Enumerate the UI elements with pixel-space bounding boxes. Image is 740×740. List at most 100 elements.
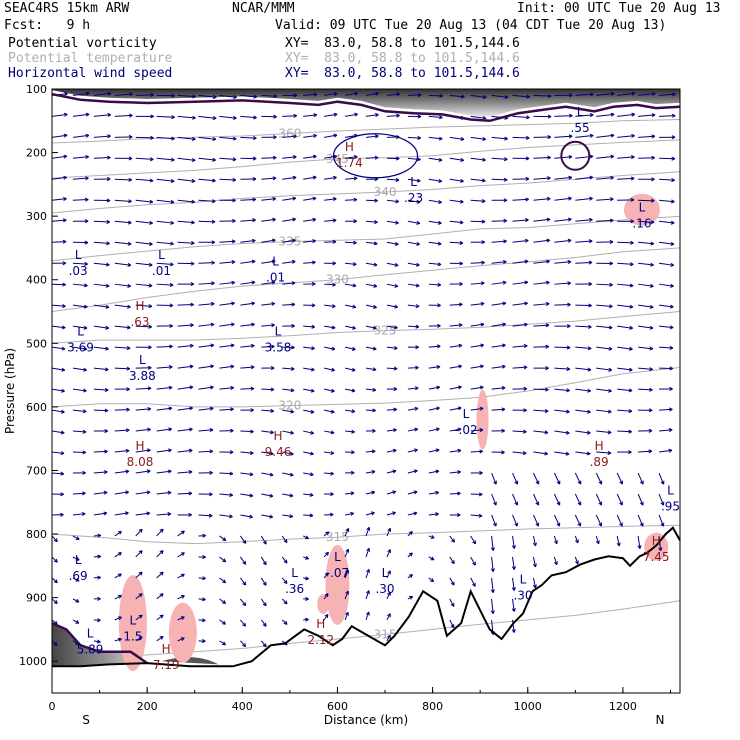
wind-arrow [617, 91, 636, 96]
wind-arrow [198, 94, 217, 99]
wind-arrow [282, 259, 296, 264]
wind-arrow [449, 136, 465, 141]
wind-arrow [198, 136, 217, 142]
pv-low-contour [52, 621, 148, 665]
wind-arrow [303, 113, 318, 118]
extremum-label: L .01 [152, 248, 171, 278]
wind-arrow [303, 617, 309, 622]
extremum-value: 1.5 [123, 630, 142, 644]
wind-arrow [553, 556, 558, 566]
wind-arrow [240, 343, 255, 348]
wind-arrow [386, 549, 391, 558]
wind-arrow [659, 156, 676, 161]
wind-arrow [575, 133, 594, 138]
wind-arrow [532, 556, 537, 568]
wind-arrow [386, 613, 391, 621]
wind-arrow [407, 511, 418, 516]
wind-arrow [303, 513, 314, 518]
wind-arrow [617, 367, 633, 372]
wind-arrow [533, 155, 551, 160]
wind-arrow [386, 241, 399, 246]
x-axis-label: Distance (km) [324, 713, 408, 727]
wind-arrow [365, 304, 377, 309]
wind-arrow [177, 616, 185, 621]
wind-arrow [135, 283, 153, 288]
wind-arrow [281, 556, 288, 564]
wind-arrow [449, 577, 455, 586]
wind-arrow [72, 346, 88, 351]
wind-arrow [303, 303, 316, 308]
wind-arrow [52, 492, 64, 497]
wind-arrow [658, 262, 675, 267]
wind-arrow [386, 448, 397, 453]
wind-arrow [345, 470, 355, 475]
wind-arrow [554, 196, 572, 201]
wind-arrow [428, 535, 435, 539]
wind-arrow [72, 491, 86, 496]
wind-arrow [512, 94, 530, 99]
wind-arrow [512, 176, 530, 181]
wind-arrow [135, 92, 154, 97]
wind-arrow [93, 283, 110, 288]
wind-arrow [386, 469, 397, 474]
wind-arrow [659, 113, 676, 118]
wind-arrow [679, 473, 680, 475]
extremum-label: L .23 [404, 175, 423, 205]
extremum-letter: L [520, 572, 527, 586]
extrema-labels: L .03 L .01 L .01 H .63 L 3.69 L 3.58 L 3.88 L -.02 H 8.0… [67, 105, 680, 672]
wind-arrow [428, 490, 440, 495]
wind-arrow [407, 448, 418, 453]
wind-arrow [512, 493, 519, 506]
wind-arrow [554, 388, 570, 393]
wind-arrow [303, 430, 315, 435]
theta-contour-label: 320 [278, 399, 301, 413]
wind-arrow [449, 178, 464, 183]
wind-arrow [198, 618, 206, 623]
extremum-label: L .03 [69, 248, 88, 278]
wind-arrow [407, 324, 420, 329]
wind-arrow [365, 134, 379, 139]
wind-arrow [135, 262, 153, 267]
wind-arrow [303, 239, 316, 244]
wind-arrow [428, 577, 435, 583]
wind-arrow [511, 619, 516, 633]
wind-arrow [219, 619, 226, 625]
wind-arrow [554, 302, 571, 307]
wind-arrow [135, 304, 153, 309]
wind-arrow [449, 302, 463, 307]
extremum-letter: L [463, 407, 470, 421]
wind-arrow [135, 427, 151, 432]
wind-arrow [679, 158, 680, 159]
wind-arrow [177, 406, 193, 411]
wind-arrow [638, 113, 656, 118]
wind-arrow [553, 472, 561, 485]
wind-arrow [52, 535, 58, 543]
wind-arrow [177, 448, 193, 453]
wind-arrow [470, 94, 487, 99]
wind-arrow [219, 280, 236, 285]
wind-arrow [135, 114, 154, 119]
wind-arrow [93, 490, 108, 495]
wind-arrow [72, 240, 89, 245]
wind-arrow [470, 449, 483, 454]
wind-arrow [553, 535, 558, 545]
extremum-label: L .16 [632, 200, 651, 230]
wind-arrow [574, 556, 579, 565]
theta-contour-label: 345 [326, 152, 349, 166]
wind-arrow [240, 514, 253, 519]
extremum-letter: H [135, 439, 144, 453]
wind-arrow [198, 364, 214, 369]
wind-arrow [72, 219, 89, 224]
wind-arrow [114, 573, 122, 579]
theta-contour [52, 367, 680, 408]
wind-arrow [156, 469, 172, 474]
wind-arrow [344, 112, 358, 117]
wind-arrow [512, 135, 530, 140]
wind-arrow [219, 322, 235, 327]
wind-arrow [72, 304, 88, 309]
wind-arrow [596, 388, 612, 393]
wind-arrow [198, 157, 216, 162]
wind-arrow [617, 409, 633, 414]
wind-arrow [490, 556, 495, 572]
wind-arrow [679, 388, 680, 390]
